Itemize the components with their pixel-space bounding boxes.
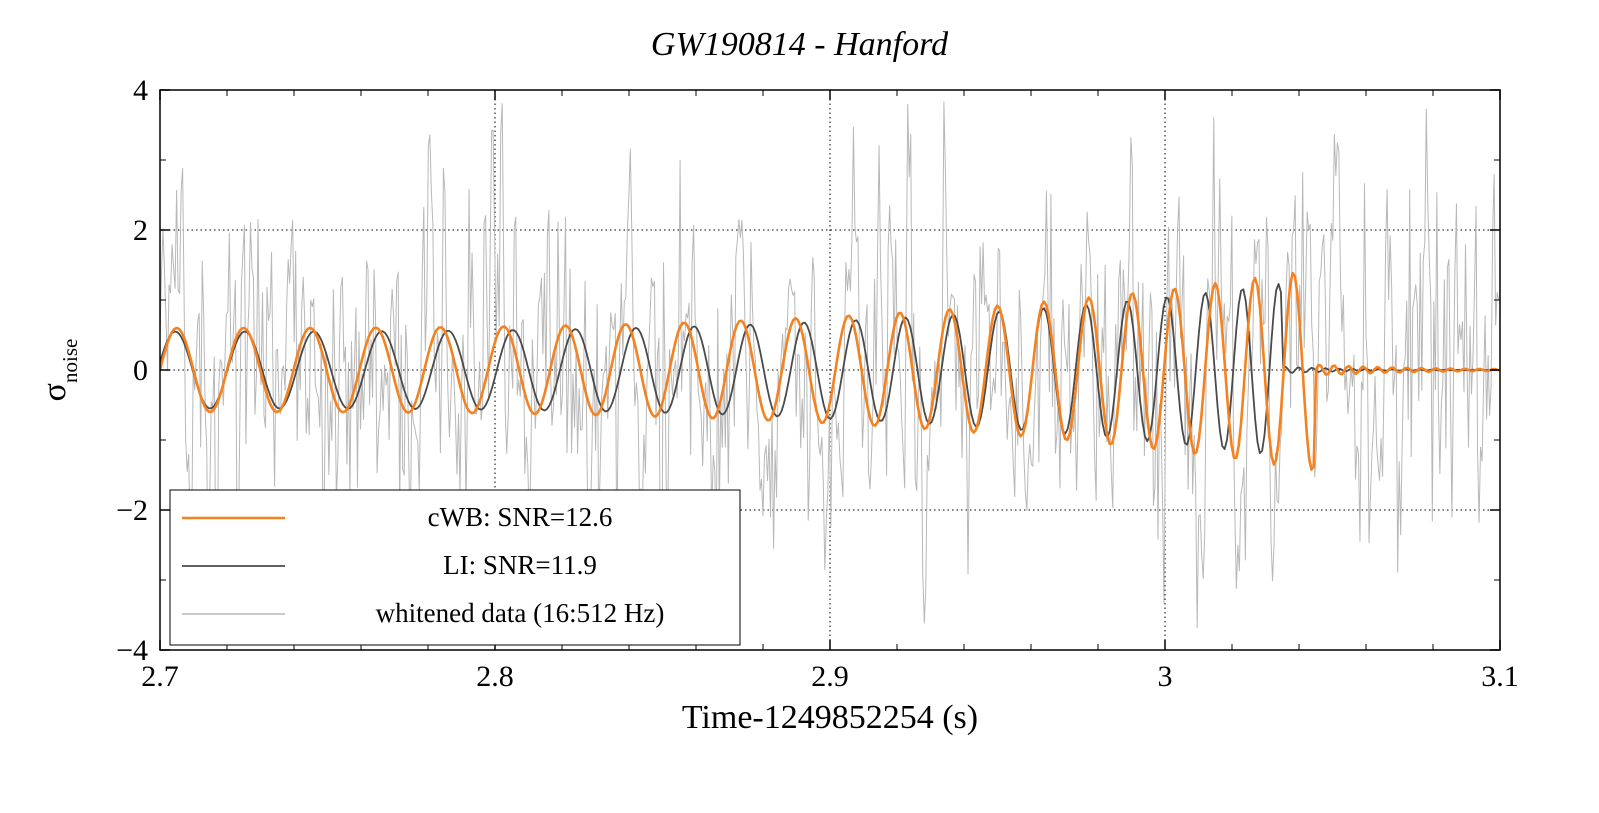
waveform-chart: GW190814 - Hanford2.72.82.933.1−4−2024Ti…	[0, 0, 1599, 813]
x-tick-label: 2.8	[476, 660, 514, 693]
x-tick-label: 3	[1158, 660, 1173, 693]
x-tick-label: 3.1	[1481, 660, 1519, 693]
legend-label: whitened data (16:512 Hz)	[376, 598, 665, 628]
legend-label: cWB: SNR=12.6	[428, 502, 613, 532]
chart-container: GW190814 - Hanford2.72.82.933.1−4−2024Ti…	[0, 0, 1599, 813]
x-tick-label: 2.9	[811, 660, 849, 693]
legend: cWB: SNR=12.6 LI: SNR=11.9 whitened data (…	[170, 490, 740, 645]
y-tick-label: 0	[133, 354, 148, 387]
chart-title: GW190814 - Hanford	[651, 26, 949, 63]
y-tick-label: −4	[116, 634, 148, 667]
y-tick-label: 4	[133, 74, 148, 107]
legend-label: LI: SNR=11.9	[443, 550, 597, 580]
y-tick-label: 2	[133, 214, 148, 247]
y-tick-label: −2	[116, 494, 148, 527]
x-axis-label: Time-1249852254 (s)	[682, 699, 978, 736]
